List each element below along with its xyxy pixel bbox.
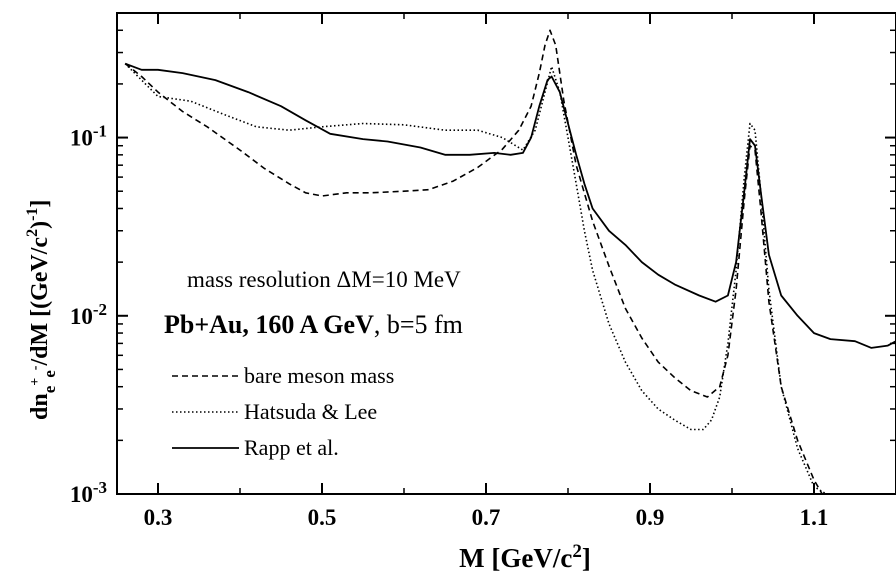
- plot-frame: [116, 12, 896, 495]
- legend-label: Rapp et al.: [244, 435, 339, 460]
- series-line-3: [124, 62, 896, 349]
- x-tick-label: 0.9: [636, 505, 665, 530]
- x-axis: 0.3 0.5 0.7 0.9 1.1: [144, 13, 896, 530]
- x-tick-label: 0.3: [144, 505, 173, 530]
- x-tick-label: 0.5: [308, 505, 337, 530]
- x-axis-title: M [GeV/c2]: [459, 541, 591, 573]
- legend: bare meson mass Hatsuda & Lee Rapp et al.: [172, 363, 394, 460]
- y-axis: 10-3 10-2 10-1: [70, 12, 896, 507]
- annotation-system: Pb+Au, 160 A GeV, b=5 fm: [164, 310, 463, 339]
- y-tick-label: 10-2: [70, 300, 107, 329]
- legend-label: Hatsuda & Lee: [244, 399, 377, 424]
- legend-label: bare meson mass: [244, 363, 394, 388]
- annotation-resolution: mass resolution ΔM=10 MeV: [187, 267, 461, 292]
- series-lines: [124, 29, 896, 494]
- y-axis-title: dne+e-/dM [(GeV/c2)-1]: [24, 200, 59, 420]
- y-tick-label: 10-1: [70, 122, 107, 151]
- x-tick-label: 1.1: [800, 505, 829, 530]
- x-tick-label: 0.7: [472, 505, 501, 530]
- series-line-1: [124, 29, 823, 494]
- y-tick-label: 10-3: [70, 478, 107, 507]
